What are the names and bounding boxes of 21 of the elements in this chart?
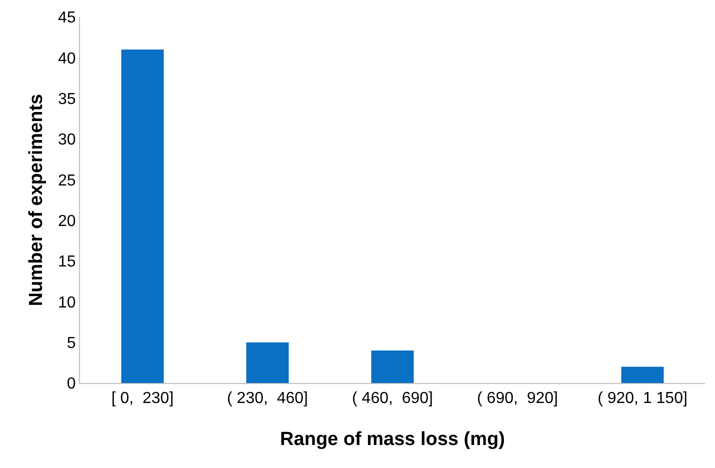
y-tick-label: 25 [58, 172, 76, 190]
y-tick-label: 5 [66, 334, 76, 352]
y-tick-label: 0 [66, 376, 76, 393]
bar [621, 366, 664, 383]
y-axis-title: Number of experiments [26, 94, 47, 306]
y-tick-label: 35 [58, 90, 76, 108]
x-tick-label: ( 460, 690] [352, 390, 433, 408]
y-tick-label: 30 [58, 132, 76, 149]
x-axis-title: Range of mass loss (mg) [280, 429, 505, 450]
y-tick-label: 45 [58, 10, 76, 27]
x-tick-label: ( 230, 460] [227, 390, 308, 408]
x-tick-label: ( 690, 920] [477, 390, 558, 408]
y-tick-label: 15 [58, 254, 76, 271]
y-tick-label: 10 [58, 294, 76, 312]
bar [371, 350, 414, 383]
y-tick-label: 40 [58, 50, 76, 68]
bar [246, 342, 289, 383]
x-tick-label: [ 0, 230] [111, 390, 174, 408]
bar [121, 50, 164, 383]
y-tick-label: 20 [58, 212, 76, 230]
x-tick-label: ( 920, 1 150] [598, 390, 688, 408]
